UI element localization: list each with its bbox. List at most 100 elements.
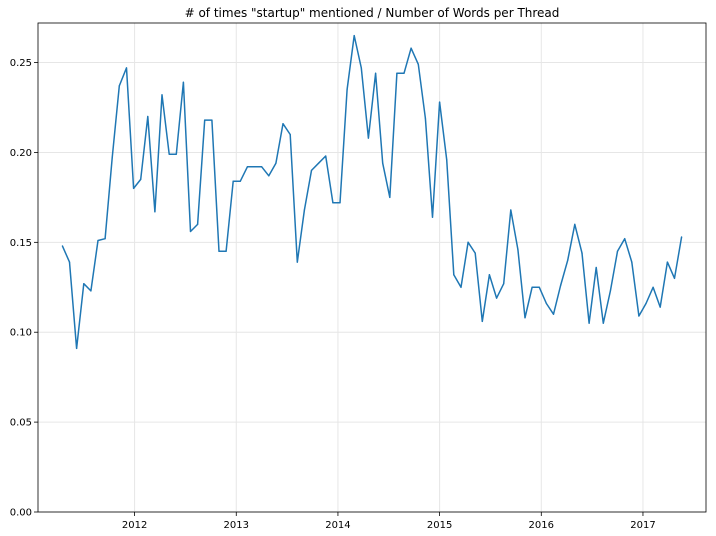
data-point [147,115,149,118]
series-line [61,34,683,350]
data-point [552,313,555,315]
data-point [581,252,583,254]
data-point [474,252,476,254]
data-point [218,250,220,252]
data-point [332,202,334,204]
x-tick-label: 2016 [529,520,554,531]
data-point [602,322,604,324]
data-point [396,72,398,74]
data-point [510,209,512,211]
data-point [268,175,270,177]
data-point [453,274,455,276]
data-point [140,178,142,180]
plot-frame [37,22,707,513]
data-point [524,317,526,319]
y-tick-label: 0.10 [10,328,32,339]
data-point [339,202,341,204]
y-tick-label: 0.15 [10,238,32,249]
data-point [239,180,241,182]
y-axis-ticks: 0.00 0.05 0.10 0.15 0.20 0.25 [10,58,38,519]
data-point [417,63,419,65]
data-point [567,259,569,261]
data-point [375,72,377,74]
data-point [225,250,227,252]
data-point [545,302,548,305]
data-point [410,47,412,49]
data-point [254,166,256,168]
data-point [303,209,305,211]
data-point [531,286,533,288]
data-point [246,166,248,168]
x-tick-label: 2014 [325,520,350,531]
data-point [61,245,64,247]
x-tick-label: 2015 [427,520,452,531]
data-point [446,159,448,161]
data-point [182,81,184,83]
x-tick-label: 2013 [224,520,249,531]
series-layer [61,34,683,350]
y-tick-label: 0.20 [10,148,32,159]
data-point [104,238,106,240]
data-point [175,153,177,155]
data-point [631,261,633,263]
data-point [403,72,405,74]
data-point [496,297,498,299]
data-point [275,162,277,164]
data-point [652,286,654,288]
y-tick-label: 0.25 [10,58,32,69]
data-point [460,286,462,288]
data-point [382,162,384,164]
data-point [624,238,626,240]
data-point [389,196,391,198]
data-point [595,266,597,269]
data-point [232,180,234,182]
data-point [503,283,505,285]
data-point [83,283,85,285]
data-point [204,119,206,121]
data-point [609,290,612,292]
data-point [211,119,213,121]
data-point [481,320,483,322]
data-point [168,153,170,155]
data-point [289,133,291,136]
data-point [76,347,78,349]
data-point [517,248,519,251]
data-point [538,286,540,288]
data-point [154,211,156,213]
grid-lines [38,23,706,513]
data-point [431,216,434,218]
data-point [424,117,426,119]
y-tick-label: 0.05 [10,418,32,429]
data-point [189,230,192,233]
data-point [310,169,313,171]
x-axis-ticks: 2012 2013 2014 2015 2016 2017 [122,512,656,531]
data-point [467,241,469,243]
x-tick-label: 2012 [122,520,147,531]
y-tick-label: 0.00 [10,508,32,519]
x-tick-label: 2017 [630,520,655,531]
data-point [488,274,490,276]
data-point [666,261,669,263]
chart-title: # of times "startup" mentioned / Number … [185,6,560,20]
data-point [68,261,71,263]
data-point [133,187,135,189]
data-point [638,315,640,317]
data-point [261,166,263,168]
data-point [367,137,369,139]
data-point [681,236,683,238]
data-point [125,67,128,69]
data-point [353,35,355,37]
data-point [673,277,676,279]
data-point [346,88,348,91]
data-point [111,157,113,159]
data-point [616,250,619,252]
data-point [574,223,576,225]
data-point [97,239,99,242]
data-point [560,284,562,287]
data-point [161,94,163,96]
data-point [282,123,284,125]
data-point [296,261,298,263]
data-point [439,101,441,103]
data-point [659,306,661,308]
